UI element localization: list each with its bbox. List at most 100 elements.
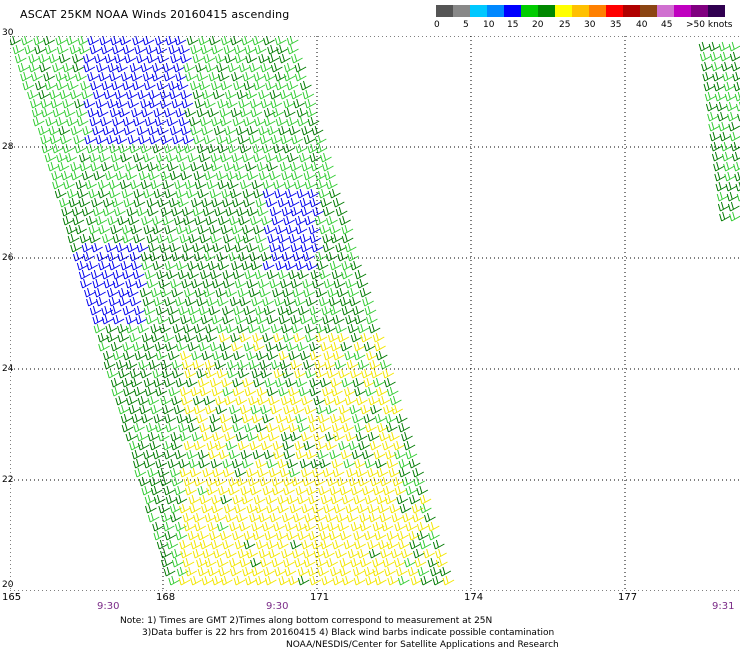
wind-barb <box>76 116 89 127</box>
wind-barb <box>192 242 205 253</box>
wind-barb <box>186 36 199 46</box>
wind-barb <box>125 323 138 334</box>
wind-barb <box>235 395 248 406</box>
wind-barb <box>388 431 400 442</box>
wind-barb <box>363 377 376 388</box>
wind-barb <box>199 422 211 433</box>
wind-barb <box>227 62 240 73</box>
wind-barb <box>402 512 415 523</box>
wind-barb <box>174 485 186 496</box>
wind-barb <box>179 467 192 478</box>
wind-barb <box>239 296 251 307</box>
lat-label-22: 22 <box>2 475 14 485</box>
wind-barb <box>129 368 142 379</box>
wind-barb <box>231 413 244 424</box>
wind-barb <box>129 251 142 262</box>
wind-barb <box>351 449 364 460</box>
wind-barb <box>92 206 105 217</box>
wind-barb <box>118 107 130 118</box>
scale-swatch <box>538 5 555 17</box>
wind-barb <box>180 89 193 100</box>
wind-barb <box>290 242 303 253</box>
wind-barb <box>357 323 370 334</box>
wind-barb <box>114 89 127 100</box>
wind-barb <box>131 413 144 424</box>
wind-barb <box>364 458 377 469</box>
wind-barb <box>143 305 156 316</box>
wind-barb <box>28 62 41 73</box>
wind-barb <box>323 278 336 289</box>
wind-barb <box>129 143 141 154</box>
wind-barb <box>202 467 215 478</box>
wind-barb <box>186 449 199 460</box>
wind-barb <box>175 530 188 541</box>
wind-barb <box>259 359 272 370</box>
wind-barb <box>297 530 310 541</box>
wind-barb <box>117 332 130 343</box>
wind-barb <box>43 36 55 46</box>
wind-barb <box>350 557 363 568</box>
wind-barb <box>197 566 210 577</box>
wind-barb <box>270 62 283 73</box>
wind-barb <box>148 98 161 109</box>
wind-barb <box>146 278 159 289</box>
wind-barb <box>139 404 151 415</box>
wind-barb <box>214 359 227 370</box>
wind-barb <box>419 539 432 550</box>
wind-barb <box>405 521 418 532</box>
wind-barb <box>322 314 334 325</box>
wind-barb <box>262 332 274 343</box>
wind-barb <box>175 71 187 82</box>
wind-barb <box>183 476 196 487</box>
wind-barb <box>232 161 245 172</box>
wind-barb <box>364 530 376 541</box>
wind-barb <box>197 224 209 235</box>
wind-barb <box>235 170 248 181</box>
wind-barb <box>166 269 178 280</box>
wind-barb <box>254 116 266 127</box>
wind-barb <box>732 71 740 82</box>
wind-barb <box>37 125 50 136</box>
wind-barb <box>75 224 87 235</box>
wind-barb <box>217 260 230 271</box>
wind-barb <box>130 224 143 235</box>
wind-barb <box>300 242 313 253</box>
wind-barb <box>81 242 94 253</box>
wind-barb <box>175 152 188 163</box>
wind-barb <box>723 161 735 172</box>
wind-barb <box>155 458 168 469</box>
wind-barb <box>256 386 269 397</box>
wind-barb <box>277 197 290 208</box>
wind-barb <box>319 458 331 469</box>
scale-label: 25 <box>559 20 571 30</box>
wind-barb <box>163 143 176 154</box>
wind-barb <box>162 215 174 226</box>
wind-barb <box>129 296 142 307</box>
wind-barb <box>413 548 425 559</box>
wind-barb <box>136 53 148 64</box>
wind-barb <box>353 530 365 541</box>
wind-barb <box>716 191 729 202</box>
wind-barb <box>707 111 719 122</box>
wind-barb <box>100 44 113 55</box>
wind-barb <box>246 278 259 289</box>
wind-barb <box>253 152 265 163</box>
wind-barb <box>283 62 296 73</box>
wind-barb <box>52 107 65 118</box>
wind-barb <box>143 458 156 469</box>
wind-barb <box>379 359 392 370</box>
wind-barb <box>147 467 159 478</box>
scale-swatch <box>674 5 691 17</box>
wind-barb <box>365 422 377 433</box>
wind-barb <box>331 458 344 469</box>
wind-barb <box>102 206 115 217</box>
wind-barb <box>164 413 177 424</box>
wind-barb <box>199 116 212 127</box>
wind-barb <box>205 215 218 226</box>
wind-barb <box>250 107 263 118</box>
wind-barb <box>161 557 173 568</box>
wind-barb <box>59 134 72 145</box>
wind-barb <box>309 386 322 397</box>
wind-barb <box>279 359 292 370</box>
wind-barb <box>287 44 299 55</box>
